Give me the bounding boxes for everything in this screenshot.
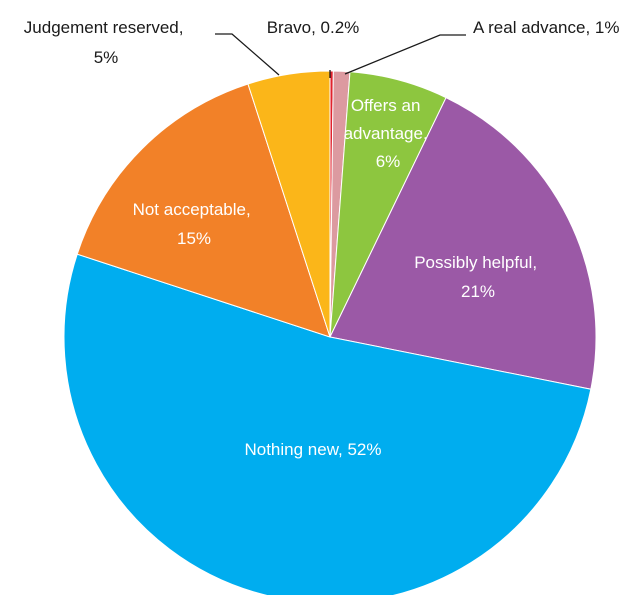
slice-label-offers-line-1: Offers an	[351, 96, 421, 115]
slice-label-bravo: Bravo, 0.2%	[267, 18, 360, 37]
leader-lines	[215, 33, 466, 78]
pie-slice-possibly-helpful	[329, 96, 597, 390]
slice-label-not-acceptable: Not acceptable, 15%	[133, 200, 256, 248]
slice-label-offers-an-advantage: Offers an advantage, 6%	[344, 96, 433, 171]
slice-label-possibly-helpful-line-2: 21%	[461, 282, 495, 301]
leader-line-a-real-advance	[344, 34, 466, 75]
slice-label-nothing-new: Nothing new, 52%	[244, 440, 381, 459]
slice-label-not-acceptable-line-2: 15%	[177, 229, 211, 248]
pie-slice-not-acceptable	[76, 83, 331, 338]
slice-label-judgement-line-2: 5%	[94, 48, 119, 67]
slice-label-judgement-line-1: Judgement reserved,	[24, 18, 184, 37]
slice-label-judgement-reserved: Judgement reserved, 5%	[24, 18, 188, 67]
slice-labels: Bravo, 0.2% A real advance, 1% Offers an…	[24, 18, 620, 459]
slice-label-a-real-advance: A real advance, 1%	[473, 18, 619, 37]
pie-slice-nothing-new	[63, 253, 592, 595]
slice-label-possibly-helpful: Possibly helpful, 21%	[414, 253, 542, 301]
leader-line-judgement-reserved	[215, 33, 280, 76]
pie-slices	[63, 70, 597, 595]
slice-label-offers-line-3: 6%	[376, 152, 401, 171]
slice-label-offers-line-2: advantage,	[344, 124, 428, 143]
slice-label-possibly-helpful-line-1: Possibly helpful,	[414, 253, 537, 272]
slice-label-not-acceptable-line-1: Not acceptable,	[133, 200, 251, 219]
